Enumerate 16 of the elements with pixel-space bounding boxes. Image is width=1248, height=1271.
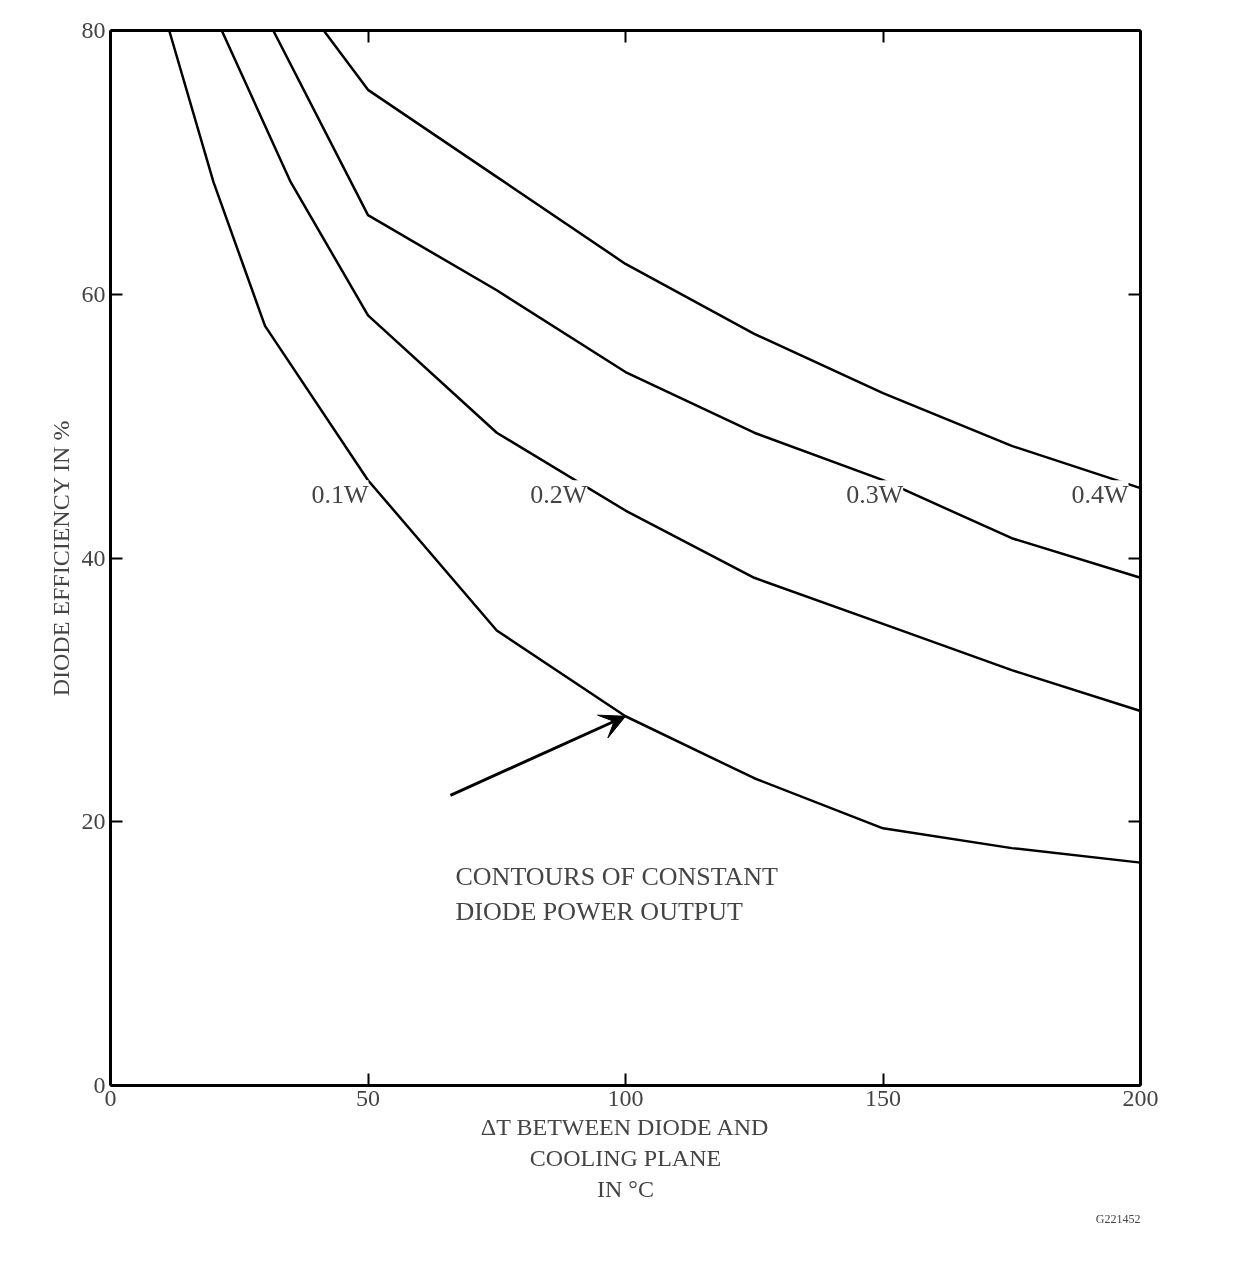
text: G221452	[1095, 1211, 1141, 1226]
x-tick-label: 50	[356, 1084, 380, 1111]
x-tick-label: 150	[865, 1084, 901, 1111]
annotation: CONTOURS OF CONSTANT DIODE POWER OUTPUT	[455, 862, 779, 927]
y-tick-label: 40	[81, 544, 106, 571]
series-label: 0.1W	[311, 480, 369, 510]
series-label: 0.3W	[846, 480, 904, 510]
x-tick-label: 100	[607, 1084, 644, 1111]
y-tick-label: 20	[81, 808, 106, 835]
series-label: 0.4W	[1071, 480, 1129, 510]
y-tick-label: 80	[81, 17, 106, 43]
x-axis-title: ΔT BETWEEN DIODE AND COOLING PLANE IN °C	[480, 1113, 769, 1202]
y-axis-title: DIODE EFFICIENCY IN %	[47, 420, 74, 697]
y-tick-label: 60	[81, 280, 106, 307]
x-tick-label: 200	[1122, 1084, 1159, 1111]
series-label: 0.2W	[530, 480, 588, 510]
